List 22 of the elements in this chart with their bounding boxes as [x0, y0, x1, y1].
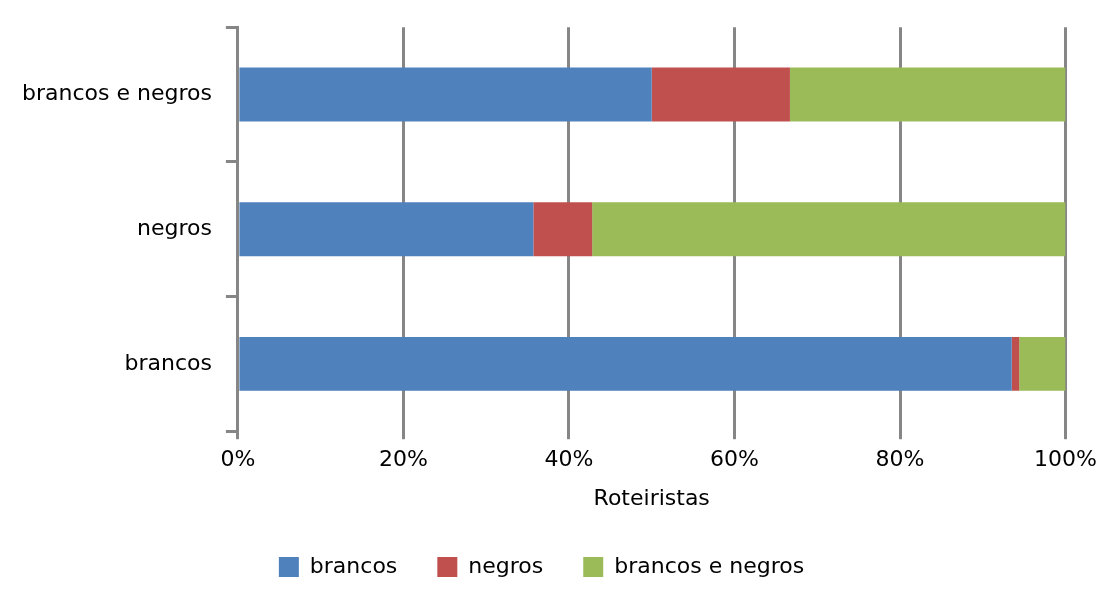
bar: [1019, 336, 1066, 391]
legend-label: brancos e negros: [614, 552, 805, 578]
y-tick-label: negros: [136, 214, 212, 240]
bar: [651, 67, 790, 122]
bar: [239, 202, 534, 257]
bar: [239, 336, 1012, 391]
x-tick-label: 20%: [378, 446, 428, 472]
x-tick-label: 0%: [220, 446, 256, 472]
bar: [789, 67, 1066, 122]
y-tick-label: brancos: [124, 349, 212, 375]
x-tick-label: 60%: [710, 446, 759, 472]
legend-label: negros: [468, 552, 544, 578]
bar: [592, 202, 1066, 257]
y-tick-label: brancos e negros: [21, 80, 212, 106]
legend-label: brancos: [309, 552, 398, 578]
x-tick-label: 40%: [544, 446, 594, 472]
x-tick-label: 80%: [875, 446, 925, 472]
x-axis-title: Roteiristas: [593, 484, 710, 510]
bar: [533, 202, 593, 257]
bar: [1011, 336, 1020, 391]
bar: [239, 67, 652, 122]
x-tick-label: 100%: [1034, 446, 1098, 472]
